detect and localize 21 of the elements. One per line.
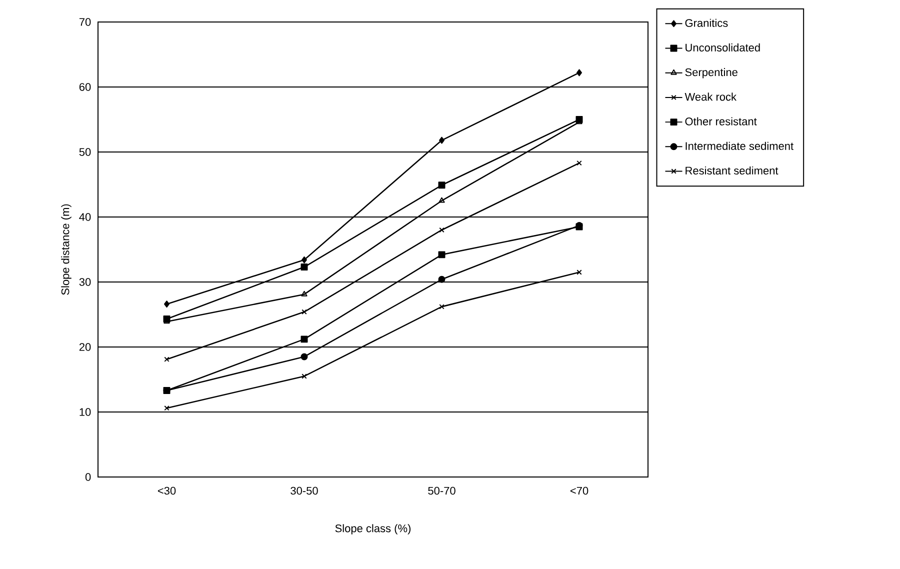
y-tick-label: 50 [79,148,91,156]
y-tick-label: 20 [79,343,91,351]
legend-label: Serpentine [685,68,738,78]
legend-label: Granitics [685,18,728,27]
y-tick-label: 30 [79,278,91,286]
y-tick-label: 0 [85,473,91,481]
legend-label: Resistant sediment [686,166,778,175]
x-tick-label: 50-70 [428,486,456,495]
x-axis-title: Slope class (%) [335,524,411,534]
x-tick-label: <70 [570,486,588,495]
y-tick-label: 70 [79,18,91,26]
legend-label: Weak rock [684,92,737,101]
y-tick-label: 10 [80,408,91,416]
x-tick-label: 30-50 [290,486,318,495]
legend-label: Unconsolidated [686,43,760,52]
y-axis-title: Slope distance (m) [61,204,72,295]
x-tick-label: <30 [158,486,176,495]
y-tick-label: 60 [79,83,91,91]
legend-label: Other resistant [685,117,757,126]
legend-label: Intermediate sediment [686,142,794,150]
y-tick-label: 40 [79,213,91,221]
